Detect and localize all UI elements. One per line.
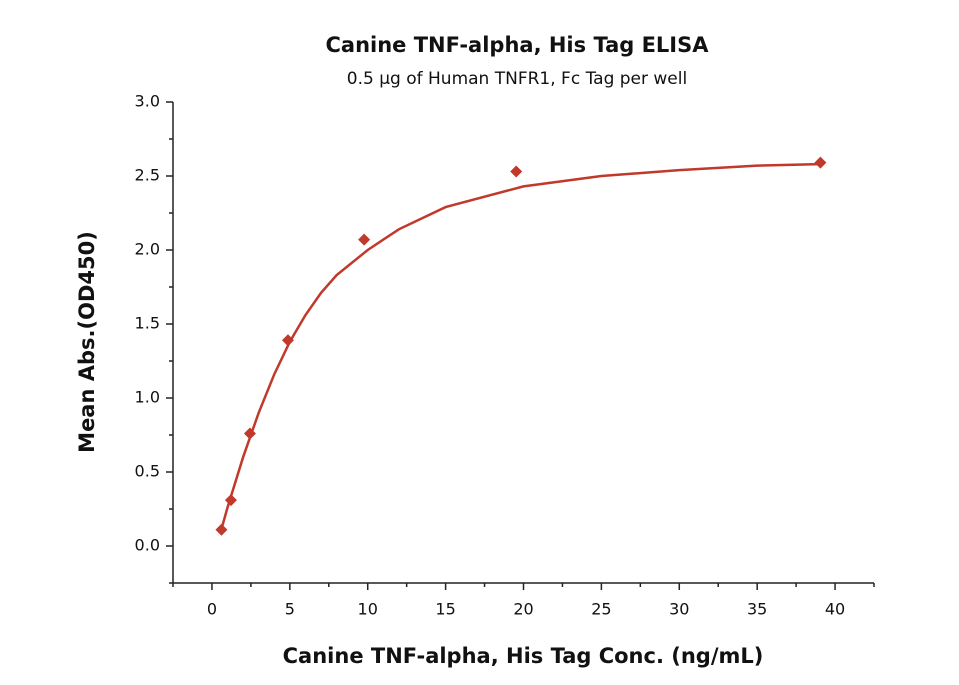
y-tick-label: 2.0 xyxy=(135,240,160,259)
x-tick-label: 0 xyxy=(207,600,217,619)
data-point xyxy=(281,334,294,347)
x-tick-label: 15 xyxy=(435,600,455,619)
x-tick-label: 35 xyxy=(747,600,767,619)
data-point xyxy=(358,233,371,246)
y-tick-label: 1.5 xyxy=(135,314,160,333)
fit-curve xyxy=(220,162,820,531)
x-tick-label: 20 xyxy=(513,600,533,619)
data-point xyxy=(510,165,523,178)
chart-title: Canine TNF-alpha, His Tag ELISA xyxy=(326,33,710,57)
y-axis-label: Mean Abs.(OD450) xyxy=(75,231,99,453)
x-axis-label: Canine TNF-alpha, His Tag Conc. (ng/mL) xyxy=(283,644,764,668)
x-tick-label: 25 xyxy=(591,600,611,619)
data-point xyxy=(814,156,827,169)
x-tick-label: 40 xyxy=(825,600,845,619)
x-tick-label: 30 xyxy=(669,600,689,619)
y-tick-label: 3.0 xyxy=(135,92,160,111)
y-tick-label: 0.0 xyxy=(135,536,160,555)
y-tick-label: 0.5 xyxy=(135,462,160,481)
data-point xyxy=(224,494,237,507)
x-tick-label: 5 xyxy=(285,600,295,619)
x-tick-label: 10 xyxy=(358,600,378,619)
chart-subtitle: 0.5 μg of Human TNFR1, Fc Tag per well xyxy=(347,69,687,89)
y-tick-label: 2.5 xyxy=(135,166,160,185)
data-point xyxy=(243,427,256,440)
y-tick-label: 1.0 xyxy=(135,388,160,407)
data-point xyxy=(215,523,228,536)
